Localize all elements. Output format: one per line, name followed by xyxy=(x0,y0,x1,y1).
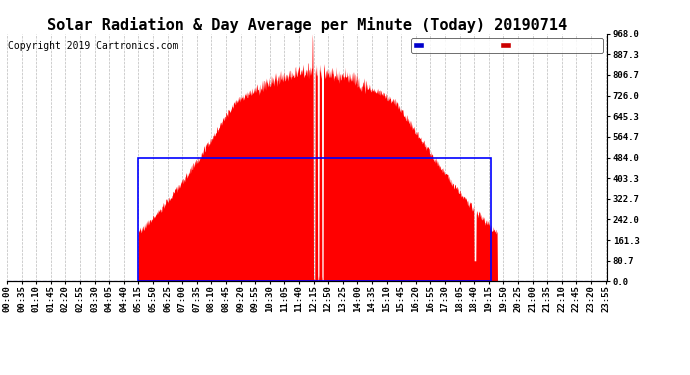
Legend: Median (W/m2), Radiation (W/m2): Median (W/m2), Radiation (W/m2) xyxy=(411,38,602,53)
Title: Solar Radiation & Day Average per Minute (Today) 20190714: Solar Radiation & Day Average per Minute… xyxy=(47,16,567,33)
Text: Copyright 2019 Cartronics.com: Copyright 2019 Cartronics.com xyxy=(8,41,178,51)
Bar xyxy=(138,158,491,281)
